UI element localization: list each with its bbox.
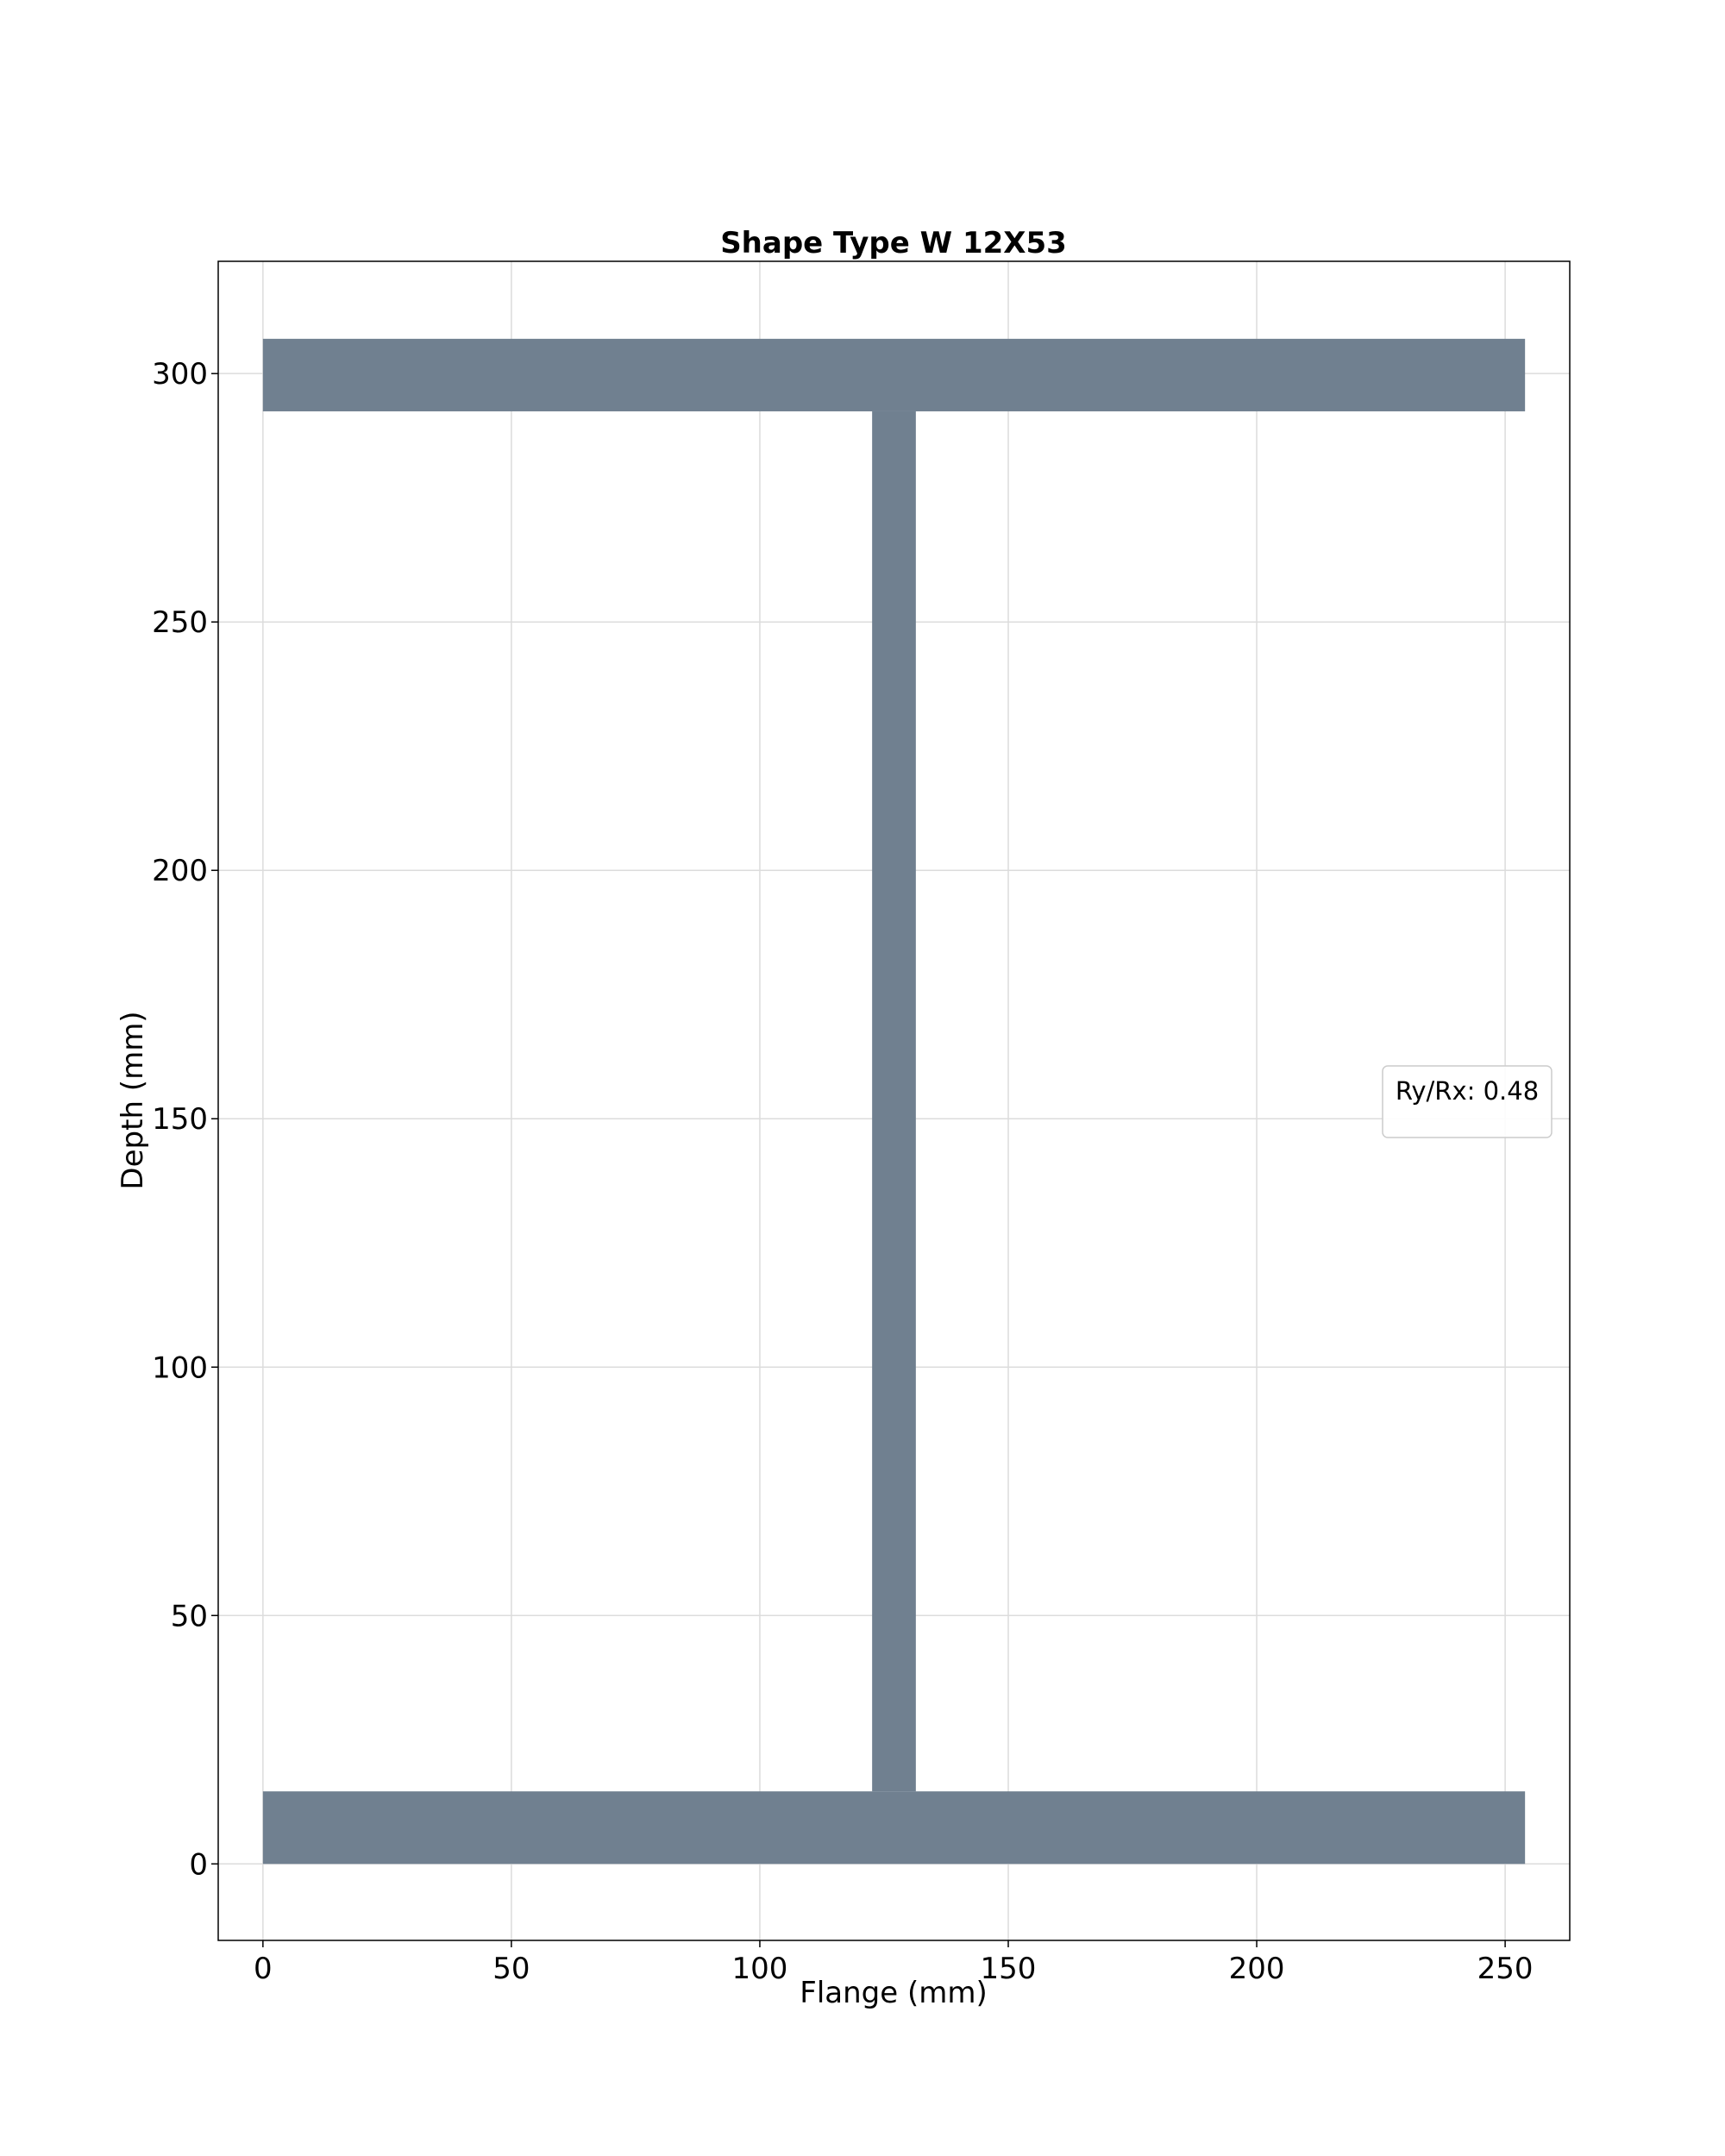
x-tick-label: 50 (492, 1952, 530, 1986)
x-tick-label: 0 (254, 1952, 273, 1986)
plot-frame (217, 260, 1571, 1941)
top-flange-rect (262, 338, 1526, 411)
y-tick-label: 0 (189, 1847, 208, 1882)
web-rect (872, 411, 916, 1792)
y-tick-label: 50 (171, 1599, 208, 1633)
x-tick-label: 200 (1229, 1952, 1285, 1986)
legend-box (1382, 1065, 1552, 1138)
x-axis-label: Flange (mm) (800, 1976, 987, 2010)
x-tick-label: 100 (731, 1952, 787, 1986)
x-axis-ticks: 0 50 100 150 200 250 (254, 1940, 1534, 1986)
bottom-flange-rect (262, 1791, 1526, 1865)
y-tick-label: 100 (152, 1351, 208, 1385)
y-axis-ticks: 0 50 100 150 200 250 300 (152, 357, 218, 1882)
y-axis-label: Depth (mm) (116, 1011, 150, 1189)
x-tick-label: 150 (981, 1952, 1037, 1986)
y-tick-label: 300 (152, 357, 208, 392)
y-tick-label: 250 (152, 605, 208, 640)
section-shapes (262, 338, 1526, 1865)
legend: Ry/Rx: 0.48 (1382, 1065, 1552, 1138)
y-tick-label: 150 (152, 1102, 208, 1137)
legend-text: Ry/Rx: 0.48 (1396, 1076, 1539, 1106)
y-tick-label: 200 (152, 854, 208, 888)
chart-title: Shape Type W 12X53 (720, 226, 1067, 260)
x-tick-label: 250 (1477, 1952, 1534, 1986)
